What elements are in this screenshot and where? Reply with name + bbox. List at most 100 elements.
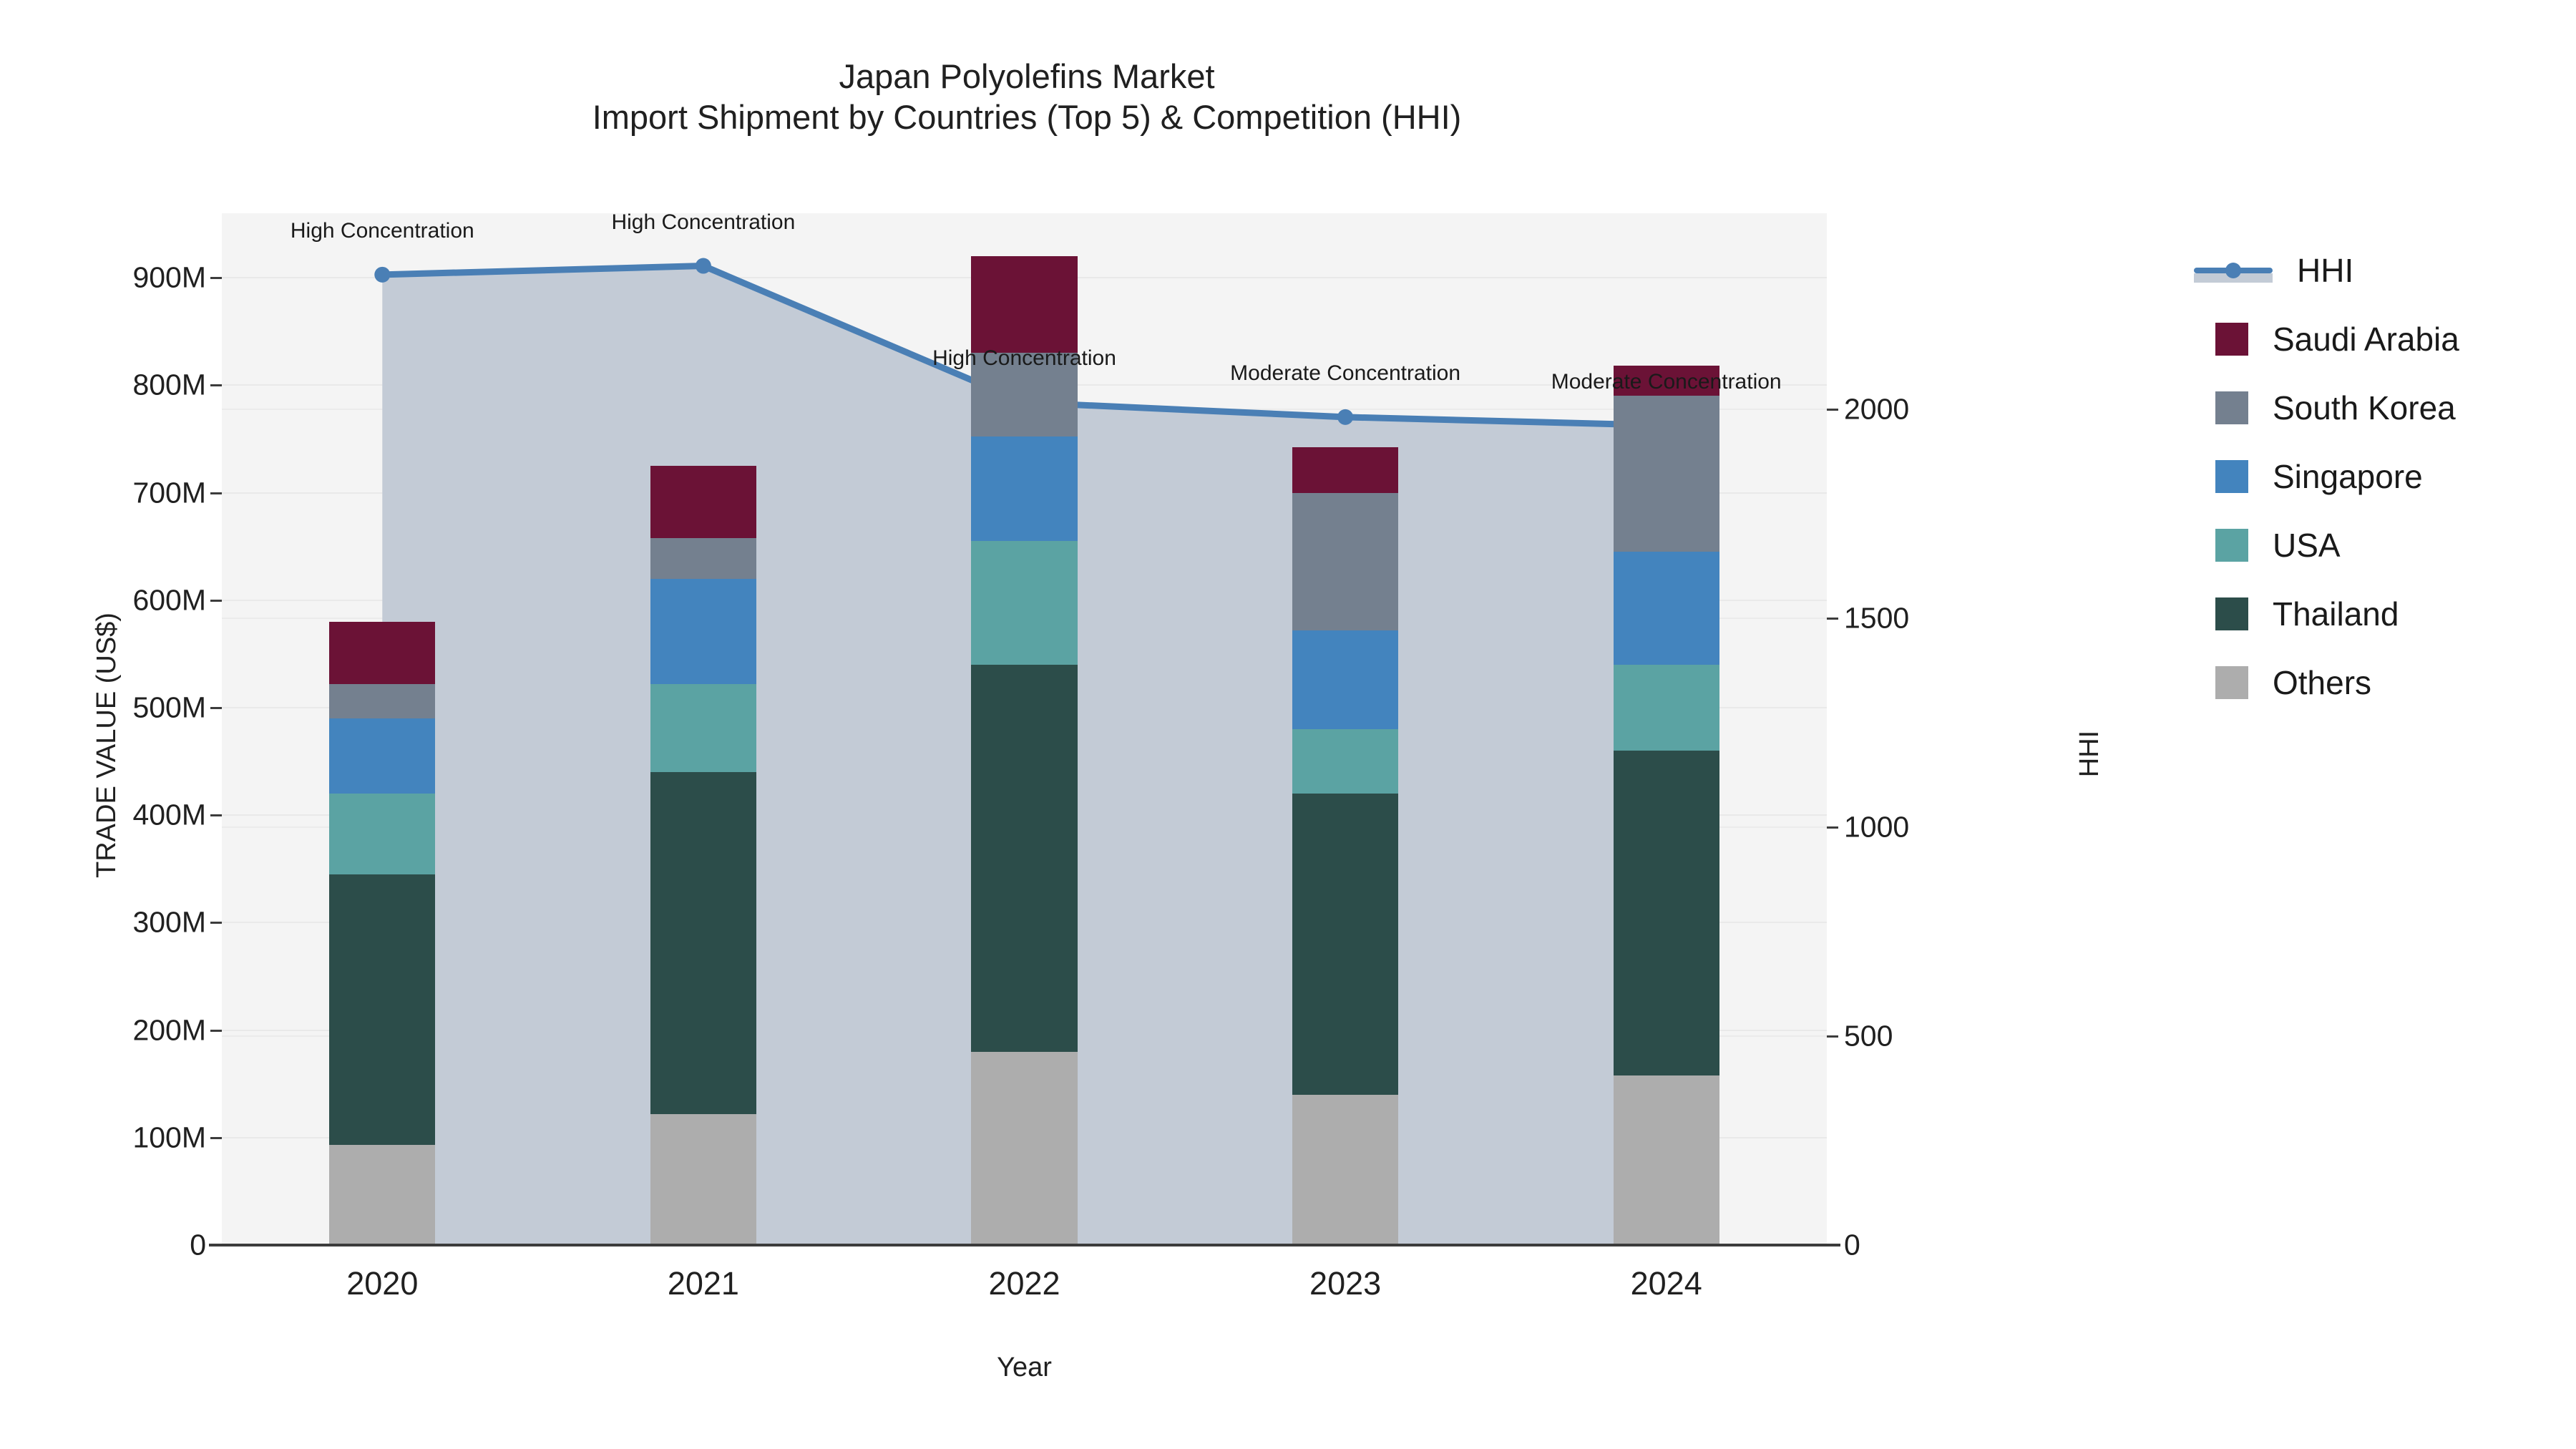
legend-item-label: South Korea xyxy=(2273,389,2456,426)
y2-axis-tick-mark xyxy=(1827,618,1838,620)
bar-segment-south-korea[interactable] xyxy=(329,683,436,718)
legend-item-saudi-arabia[interactable]: Saudi Arabia xyxy=(2194,305,2459,374)
concentration-annotation: High Concentration xyxy=(611,213,796,234)
legend-item-label: Singapore xyxy=(2273,458,2423,495)
y-axis-tick-label: 100M xyxy=(132,1121,206,1154)
bar-segment-south-korea[interactable] xyxy=(650,537,756,579)
x-axis-line xyxy=(209,1244,1840,1246)
bar-segment-saudi-arabia[interactable] xyxy=(1613,366,1719,396)
bar-segment-thailand[interactable] xyxy=(329,874,436,1146)
legend-item-label: Thailand xyxy=(2273,595,2399,633)
legend-item-label: Saudi Arabia xyxy=(2273,321,2459,358)
y-axis-tick-mark xyxy=(210,1244,222,1246)
y2-axis-tick-label: 0 xyxy=(1844,1228,1860,1262)
y-axis-tick-mark xyxy=(210,814,222,817)
legend-item-singapore[interactable]: Singapore xyxy=(2194,442,2459,511)
y-axis-tick-label: 900M xyxy=(132,260,206,294)
legend-item-south-korea[interactable]: South Korea xyxy=(2194,374,2459,442)
concentration-annotation: Moderate Concentration xyxy=(1551,369,1782,394)
legend-item-usa[interactable]: USA xyxy=(2194,511,2459,580)
bar-segment-south-korea[interactable] xyxy=(971,353,1078,437)
bar-segment-singapore[interactable] xyxy=(1292,630,1399,729)
bar-segment-south-korea[interactable] xyxy=(1292,492,1399,630)
y-axis-tick-label: 200M xyxy=(132,1013,206,1047)
y2-axis-title: HHI xyxy=(2074,730,2105,778)
concentration-annotation: High Concentration xyxy=(932,346,1116,371)
legend-color-swatch xyxy=(2215,666,2248,699)
bar-group[interactable] xyxy=(1292,213,1399,1245)
bar-segment-thailand[interactable] xyxy=(1613,751,1719,1075)
y-axis-tick-mark xyxy=(210,1136,222,1139)
x-axis-tick-label: 2021 xyxy=(667,1265,739,1302)
bar-segment-others[interactable] xyxy=(650,1113,756,1245)
bar-segment-usa[interactable] xyxy=(1292,729,1399,794)
bar-group[interactable] xyxy=(971,213,1078,1245)
bar-segment-singapore[interactable] xyxy=(329,718,436,794)
chart-title: Japan Polyolefins Market Import Shipment… xyxy=(0,56,2054,138)
bar-segment-saudi-arabia[interactable] xyxy=(971,256,1078,353)
legend-item-label: HHI xyxy=(2297,252,2354,289)
y-axis-tick-mark xyxy=(210,599,222,602)
y-axis-tick-label: 0 xyxy=(190,1228,206,1262)
legend-color-swatch xyxy=(2215,323,2248,356)
legend-item-others[interactable]: Others xyxy=(2194,648,2459,717)
bar-segment-usa[interactable] xyxy=(971,541,1078,665)
bar-segment-singapore[interactable] xyxy=(1613,552,1719,665)
plot-area: High Concentration High Concentration High… xyxy=(222,213,1827,1245)
bar-segment-south-korea[interactable] xyxy=(1613,396,1719,552)
legend-item-thailand[interactable]: Thailand xyxy=(2194,580,2459,648)
bar-segment-saudi-arabia[interactable] xyxy=(329,621,436,684)
y-axis-tick-mark xyxy=(210,277,222,280)
bar-segment-thailand[interactable] xyxy=(1292,794,1399,1095)
legend-color-swatch xyxy=(2215,391,2248,424)
y-axis-tick-mark xyxy=(210,922,222,924)
y2-axis-tick-label: 2000 xyxy=(1844,392,1910,426)
bar-segment-saudi-arabia[interactable] xyxy=(650,466,756,538)
y-axis-tick-mark xyxy=(210,1029,222,1032)
x-axis-tick-label: 2023 xyxy=(1309,1265,1382,1302)
y-axis-tick-mark xyxy=(210,492,222,494)
plot-inner: High Concentration High Concentration High… xyxy=(222,213,1827,1245)
bar-group[interactable] xyxy=(329,213,436,1245)
legend-item-hhi[interactable]: HHI xyxy=(2194,236,2459,305)
y-axis-title: TRADE VALUE (US$) xyxy=(91,613,122,878)
y2-axis-tick-mark xyxy=(1827,1244,1838,1246)
y2-axis-tick-label: 500 xyxy=(1844,1019,1893,1053)
concentration-annotation: High Concentration xyxy=(290,218,474,243)
bar-segment-thailand[interactable] xyxy=(971,664,1078,1052)
bar-segment-others[interactable] xyxy=(329,1145,436,1245)
y-axis-tick-label: 600M xyxy=(132,583,206,617)
x-axis-tick-label: 2022 xyxy=(988,1265,1060,1302)
y2-axis-tick-mark xyxy=(1827,826,1838,829)
legend-color-swatch xyxy=(2215,460,2248,493)
y-axis-tick-label: 400M xyxy=(132,798,206,831)
y-axis-tick-mark xyxy=(210,706,222,709)
bar-group[interactable] xyxy=(650,213,756,1245)
bar-segment-others[interactable] xyxy=(1292,1094,1399,1245)
bar-segment-singapore[interactable] xyxy=(971,436,1078,542)
y2-axis-tick-label: 1500 xyxy=(1844,601,1910,635)
legend-line-marker-dot xyxy=(2225,263,2241,278)
legend-item-label: Others xyxy=(2273,664,2372,701)
y-axis-tick-label: 300M xyxy=(132,905,206,939)
bar-segment-singapore[interactable] xyxy=(650,578,756,684)
y-axis-tick-mark xyxy=(210,384,222,387)
bar-group[interactable] xyxy=(1613,213,1719,1245)
legend-item-label: USA xyxy=(2273,527,2341,564)
concentration-annotation: Moderate Concentration xyxy=(1230,361,1461,385)
y-axis-tick-label: 800M xyxy=(132,368,206,401)
y2-axis-tick-mark xyxy=(1827,1035,1838,1038)
bar-segment-others[interactable] xyxy=(971,1051,1078,1245)
bar-segment-usa[interactable] xyxy=(1613,664,1719,751)
legend-color-swatch xyxy=(2215,529,2248,562)
bar-segment-thailand[interactable] xyxy=(650,772,756,1114)
bar-segment-usa[interactable] xyxy=(650,683,756,773)
chart-legend: HHI Saudi Arabia South Korea Singapore USA Th… xyxy=(2194,236,2459,717)
x-axis-tick-label: 2024 xyxy=(1630,1265,1702,1302)
bar-segment-others[interactable] xyxy=(1613,1075,1719,1245)
bar-segment-usa[interactable] xyxy=(329,794,436,874)
x-axis-tick-label: 2020 xyxy=(346,1265,419,1302)
bar-segment-saudi-arabia[interactable] xyxy=(1292,447,1399,493)
legend-line-icon xyxy=(2194,254,2273,287)
y2-axis-tick-label: 1000 xyxy=(1844,810,1910,844)
